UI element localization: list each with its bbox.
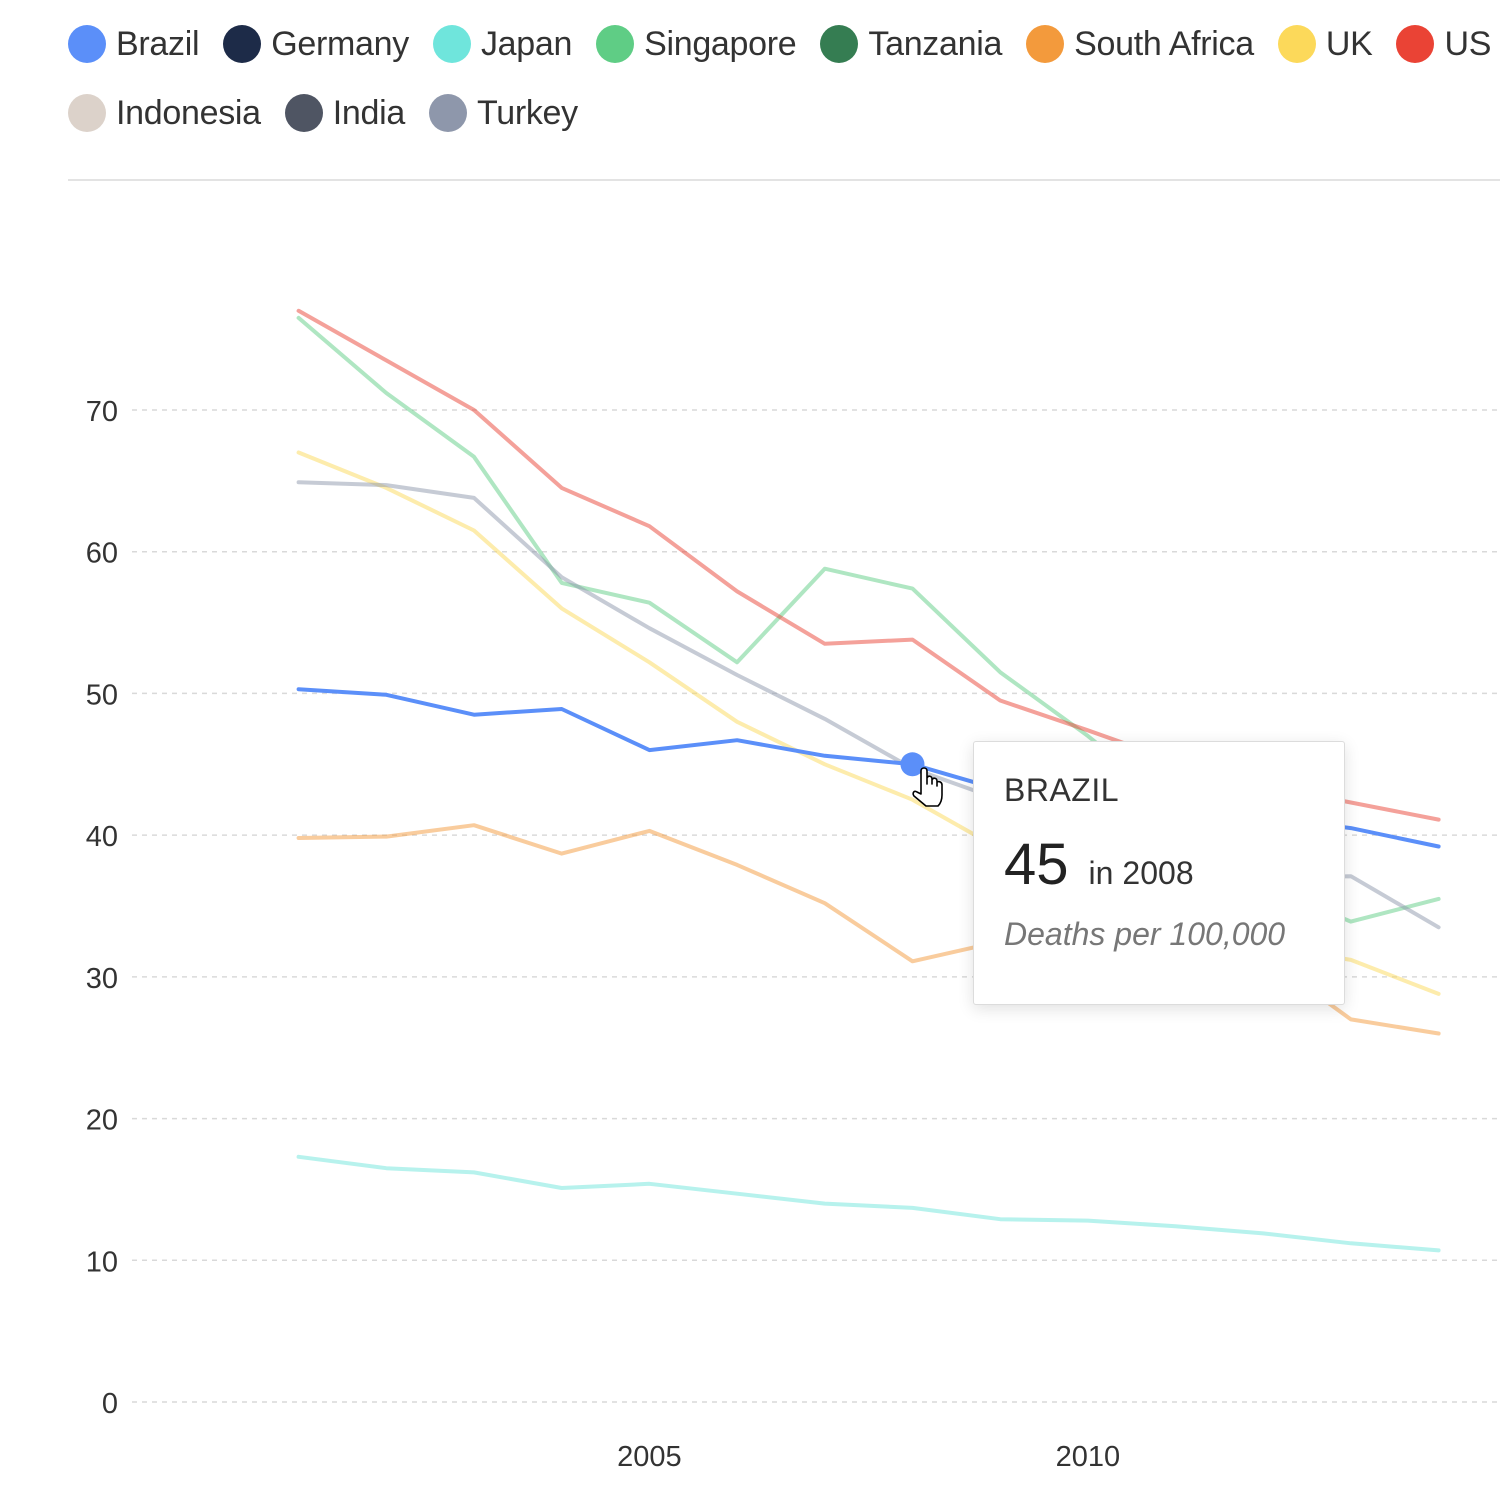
legend-item-brazil[interactable]: Brazil bbox=[68, 24, 200, 64]
legend-item-germany[interactable]: Germany bbox=[223, 25, 409, 64]
legend-item-uk[interactable]: UK bbox=[1277, 24, 1373, 64]
legend-dot-icon bbox=[68, 25, 106, 63]
legend-dot-icon bbox=[1026, 25, 1065, 63]
legend-dot-icon bbox=[432, 25, 471, 63]
legend-label: Tanzania bbox=[868, 24, 1003, 63]
highlight-point[interactable] bbox=[900, 752, 925, 777]
y-tick-label: 30 bbox=[86, 963, 118, 995]
tooltip-series-name: BRAZIL bbox=[1004, 772, 1120, 808]
y-tick-label: 50 bbox=[86, 679, 118, 711]
legend-label: India bbox=[332, 93, 406, 132]
highlight-marker bbox=[900, 752, 925, 777]
y-tick-label: 20 bbox=[86, 1105, 118, 1137]
legend-label: South Africa bbox=[1074, 24, 1254, 63]
legend-row: Brazil Germany Japan Singapore Tanzania South… bbox=[68, 20, 1500, 68]
y-tick-label: 40 bbox=[86, 821, 118, 853]
x-tick-label: 2005 bbox=[617, 1441, 682, 1473]
legend-item-turkey[interactable]: Turkey bbox=[429, 94, 578, 133]
legend-label: UK bbox=[1325, 24, 1373, 63]
legend-item-india[interactable]: India bbox=[284, 93, 406, 133]
legend-label: Turkey bbox=[477, 93, 578, 132]
data-tooltip: BRAZIL 45 in 2008 Deaths per 100,000 bbox=[973, 741, 1345, 1005]
legend-divider bbox=[68, 179, 1500, 181]
legend-label: Singapore bbox=[644, 24, 797, 63]
legend-label: Brazil bbox=[116, 24, 200, 63]
legend-dot-icon bbox=[596, 25, 635, 63]
legend-dot-icon bbox=[429, 94, 467, 132]
legend-item-japan[interactable]: Japan bbox=[432, 24, 573, 64]
x-tick-label: 2010 bbox=[1056, 1441, 1121, 1473]
legend-item-indonesia[interactable]: Indonesia bbox=[68, 94, 261, 133]
legend-dot-icon bbox=[284, 94, 323, 132]
legend-dot-icon bbox=[68, 94, 106, 132]
legend-row: Indonesia India Turkey bbox=[68, 89, 1500, 137]
legend-dot-icon bbox=[1277, 25, 1316, 63]
legend-dot-icon bbox=[820, 25, 859, 63]
y-tick-label: 10 bbox=[86, 1246, 118, 1278]
legend-label: US bbox=[1444, 24, 1492, 63]
y-axis-tick-labels: 0 10 20 30 40 50 60 70 bbox=[86, 396, 118, 1420]
legend-item-south-africa[interactable]: South Africa bbox=[1026, 25, 1254, 64]
legend-dot-icon bbox=[223, 25, 262, 63]
hand-cursor-icon bbox=[912, 767, 943, 807]
tooltip-year-prefix: in bbox=[1088, 855, 1114, 891]
tooltip-value: 45 bbox=[1004, 832, 1069, 897]
tooltip-unit: Deaths per 100,000 bbox=[1004, 916, 1286, 952]
legend-item-us[interactable]: US bbox=[1396, 25, 1491, 64]
tooltip-value-row: 45 in 2008 bbox=[1004, 831, 1314, 898]
x-axis-tick-labels: 2005 2010 bbox=[617, 1441, 1120, 1473]
y-tick-label: 60 bbox=[86, 538, 118, 570]
y-tick-label: 0 bbox=[102, 1388, 118, 1420]
chart-legend: Brazil Germany Japan Singapore Tanzania South… bbox=[68, 20, 1500, 158]
legend-label: Indonesia bbox=[116, 93, 261, 132]
legend-item-tanzania[interactable]: Tanzania bbox=[820, 25, 1002, 64]
legend-dot-icon bbox=[1396, 25, 1435, 63]
legend-label: Germany bbox=[271, 24, 409, 63]
legend-item-singapore[interactable]: Singapore bbox=[596, 24, 797, 64]
tooltip-year: 2008 bbox=[1122, 855, 1194, 891]
legend-label: Japan bbox=[480, 24, 573, 63]
series-line-japan[interactable] bbox=[296, 1154, 1441, 1253]
y-tick-label: 70 bbox=[86, 396, 118, 428]
